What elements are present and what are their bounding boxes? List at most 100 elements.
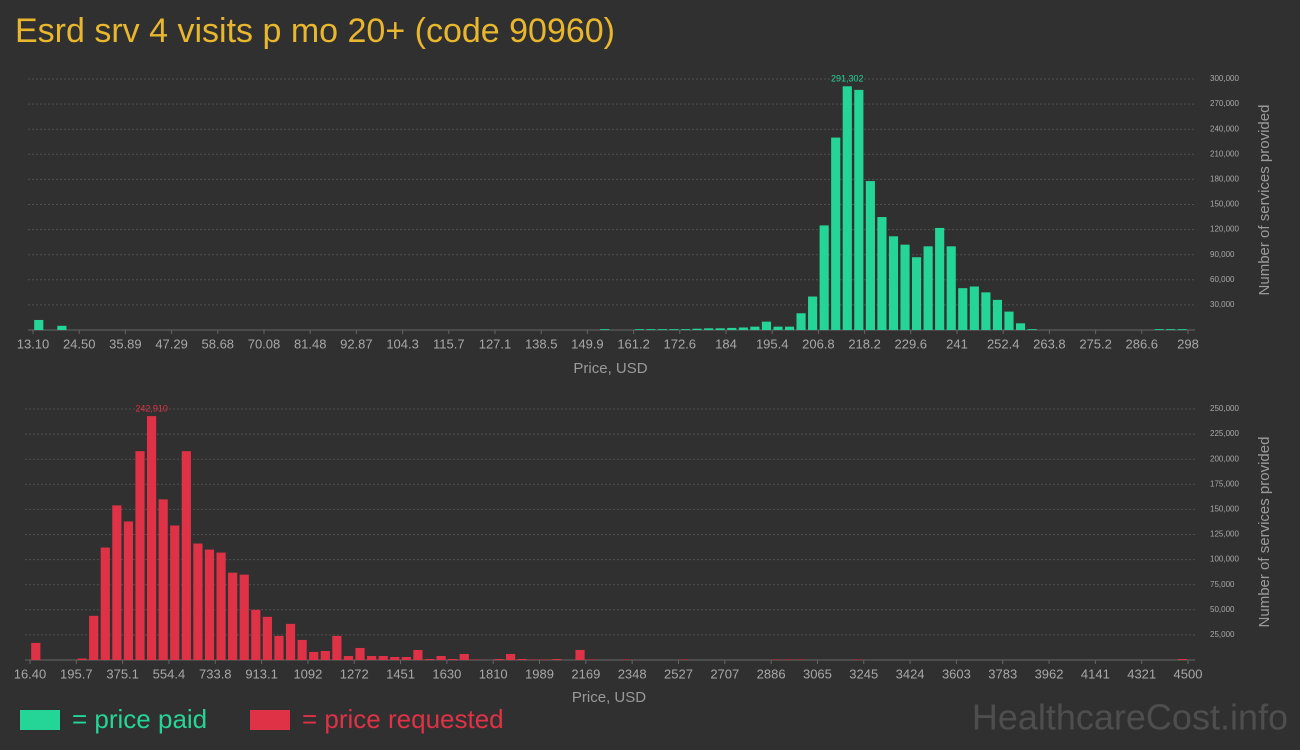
- y-tick-label: 60,000: [1210, 275, 1235, 284]
- y-tick-label: 175,000: [1210, 479, 1239, 488]
- bar: [587, 659, 597, 660]
- bar: [621, 659, 631, 660]
- x-tick-label: 1272: [340, 666, 369, 681]
- y-tick-label: 30,000: [1210, 300, 1235, 309]
- bar: [529, 659, 539, 660]
- bar: [679, 659, 689, 660]
- x-tick-label: 92.87: [340, 336, 373, 351]
- y-tick-label: 300,000: [1210, 74, 1239, 83]
- x-tick-label: 70.08: [248, 336, 281, 351]
- bar: [854, 89, 864, 330]
- bar: [100, 547, 110, 660]
- x-tick-label: 3603: [942, 666, 971, 681]
- bar: [946, 246, 956, 330]
- bar: [436, 655, 446, 660]
- bar: [112, 505, 122, 660]
- x-tick-label: 172.6: [664, 336, 697, 351]
- y-tick-label: 180,000: [1210, 175, 1239, 184]
- legend-swatch: [250, 710, 290, 730]
- x-tick-label: 913.1: [245, 666, 278, 681]
- x-tick-label: 554.4: [153, 666, 186, 681]
- legend-swatch: [20, 710, 60, 730]
- bar: [1154, 329, 1164, 330]
- bar: [181, 451, 191, 660]
- bar: [459, 653, 469, 660]
- x-tick-label: 275.2: [1079, 336, 1112, 351]
- y-tick-label: 210,000: [1210, 149, 1239, 158]
- bar: [517, 658, 527, 660]
- legend-label: = price paid: [72, 704, 207, 734]
- value-label: 242,910: [135, 403, 168, 413]
- x-tick-label: 4321: [1127, 666, 1156, 681]
- x-tick-label: 58.68: [202, 336, 235, 351]
- bar: [228, 572, 238, 660]
- bar: [923, 246, 933, 330]
- bar: [540, 659, 550, 660]
- y-tick-label: 270,000: [1210, 99, 1239, 108]
- bar: [343, 655, 354, 660]
- x-tick-label: 2707: [710, 666, 739, 681]
- x-tick-label: 2169: [571, 666, 600, 681]
- bar: [750, 326, 760, 330]
- bar: [772, 659, 782, 660]
- x-tick-label: 16.40: [14, 666, 47, 681]
- x-tick-label: 252.4: [987, 336, 1020, 351]
- x-tick-label: 104.3: [386, 336, 419, 351]
- watermark: HealthcareCost.info: [972, 697, 1288, 738]
- x-tick-label: 13.10: [17, 336, 50, 351]
- bar: [1027, 329, 1037, 330]
- bar: [969, 286, 979, 330]
- bar: [600, 329, 610, 330]
- x-tick-label: 2348: [618, 666, 647, 681]
- bar: [89, 615, 99, 660]
- x-tick-label: 1092: [293, 666, 322, 681]
- bar: [692, 328, 702, 330]
- bar: [262, 616, 272, 660]
- bar: [494, 658, 504, 660]
- bar: [170, 525, 180, 660]
- bar: [911, 257, 922, 330]
- bar: [761, 321, 772, 330]
- y-tick-label: 225,000: [1210, 429, 1239, 438]
- x-tick-label: 115.7: [433, 336, 465, 351]
- x-tick-label: 47.29: [155, 336, 188, 351]
- bar: [727, 327, 737, 330]
- bar: [204, 549, 215, 660]
- x-tick-label: 4500: [1174, 666, 1203, 681]
- x-tick-label: 3245: [849, 666, 878, 681]
- bar: [1004, 311, 1014, 330]
- bar: [285, 623, 296, 660]
- bar: [239, 574, 249, 660]
- bar: [158, 499, 168, 660]
- y-axis-title: Number of services provided: [1256, 105, 1273, 296]
- value-label: 291,302: [831, 74, 864, 84]
- y-tick-label: 25,000: [1210, 630, 1235, 639]
- bar: [448, 658, 458, 660]
- bar: [795, 659, 805, 660]
- bar: [1177, 329, 1187, 330]
- bar: [1166, 329, 1176, 330]
- bar: [842, 86, 852, 330]
- bar: [320, 650, 330, 660]
- y-tick-label: 250,000: [1210, 404, 1239, 413]
- x-axis-title: Price, USD: [572, 689, 646, 706]
- bar: [819, 225, 829, 330]
- bar: [773, 326, 783, 330]
- bar: [853, 659, 863, 660]
- bar: [783, 659, 794, 660]
- y-tick-label: 200,000: [1210, 454, 1239, 463]
- bar: [378, 655, 388, 660]
- x-tick-label: 229.6: [895, 336, 928, 351]
- bar: [505, 653, 516, 660]
- bar: [123, 521, 134, 660]
- x-tick-label: 127.1: [479, 336, 512, 351]
- y-tick-label: 120,000: [1210, 225, 1239, 234]
- x-tick-label: 375.1: [106, 666, 139, 681]
- bar: [981, 292, 991, 330]
- bar: [390, 656, 400, 660]
- y-tick-label: 75,000: [1210, 580, 1235, 589]
- bar: [646, 329, 656, 330]
- bar: [147, 416, 157, 660]
- bar: [680, 329, 691, 330]
